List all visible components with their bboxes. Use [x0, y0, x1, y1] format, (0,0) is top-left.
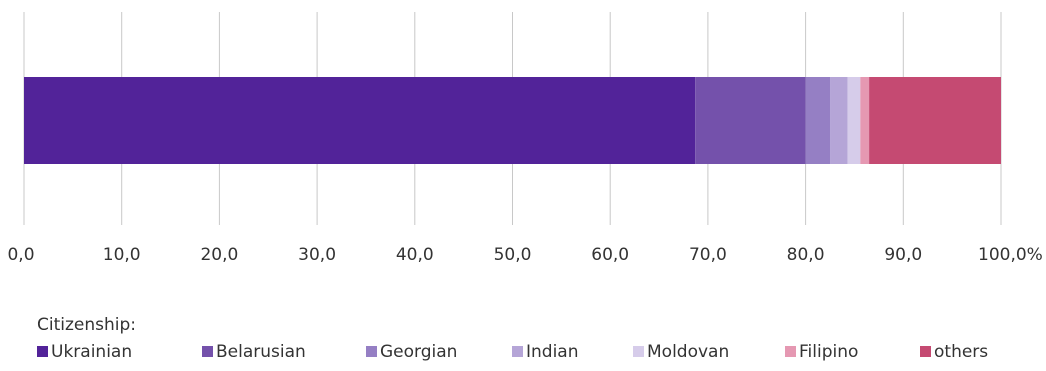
bar-segment-indian [830, 77, 848, 164]
legend-label: others [934, 342, 988, 362]
x-tick-label: 70,0 [689, 245, 727, 265]
legend-swatch [366, 346, 377, 357]
legend-swatch [512, 346, 523, 357]
bar-segments [24, 77, 1001, 164]
x-axis-ticks: 0,0 10,0 20,0 30,0 40,0 50,0 60,0 70,0 80,0 90,0 1… [7, 245, 1042, 265]
legend-title: Citizenship: [37, 315, 136, 335]
x-tick-label: 100,0% [978, 245, 1043, 265]
legend-swatch [920, 346, 931, 357]
bar-segment-ukrainian [24, 77, 696, 164]
bar-segment-belarusian [695, 77, 806, 164]
legend-swatch [202, 346, 213, 357]
x-tick-label: 50,0 [494, 245, 532, 265]
x-tick-label: 60,0 [591, 245, 629, 265]
x-tick-label: 40,0 [396, 245, 434, 265]
legend-swatch [785, 346, 796, 357]
legend-label: Georgian [380, 342, 457, 362]
x-tick-label: 90,0 [884, 245, 922, 265]
legend-label: Belarusian [216, 342, 306, 362]
x-tick-label: 30,0 [298, 245, 336, 265]
legend-swatch [37, 346, 48, 357]
x-tick-label: 10,0 [103, 245, 141, 265]
bar-segment-filipino [860, 77, 870, 164]
x-tick-label: 80,0 [787, 245, 825, 265]
bar-segment-moldovan [847, 77, 861, 164]
legend-label: Moldovan [647, 342, 729, 362]
bar-segment-others [869, 77, 1001, 164]
legend: Citizenship: Ukrainian Belarusian Georgian… [37, 315, 988, 362]
x-tick-label: 0,0 [7, 245, 34, 265]
bar-segment-georgian [805, 77, 831, 164]
x-tick-label: 20,0 [200, 245, 238, 265]
legend-swatch [633, 346, 644, 357]
legend-label: Filipino [799, 342, 858, 362]
legend-label: Ukrainian [51, 342, 132, 362]
legend-label: Indian [526, 342, 579, 362]
